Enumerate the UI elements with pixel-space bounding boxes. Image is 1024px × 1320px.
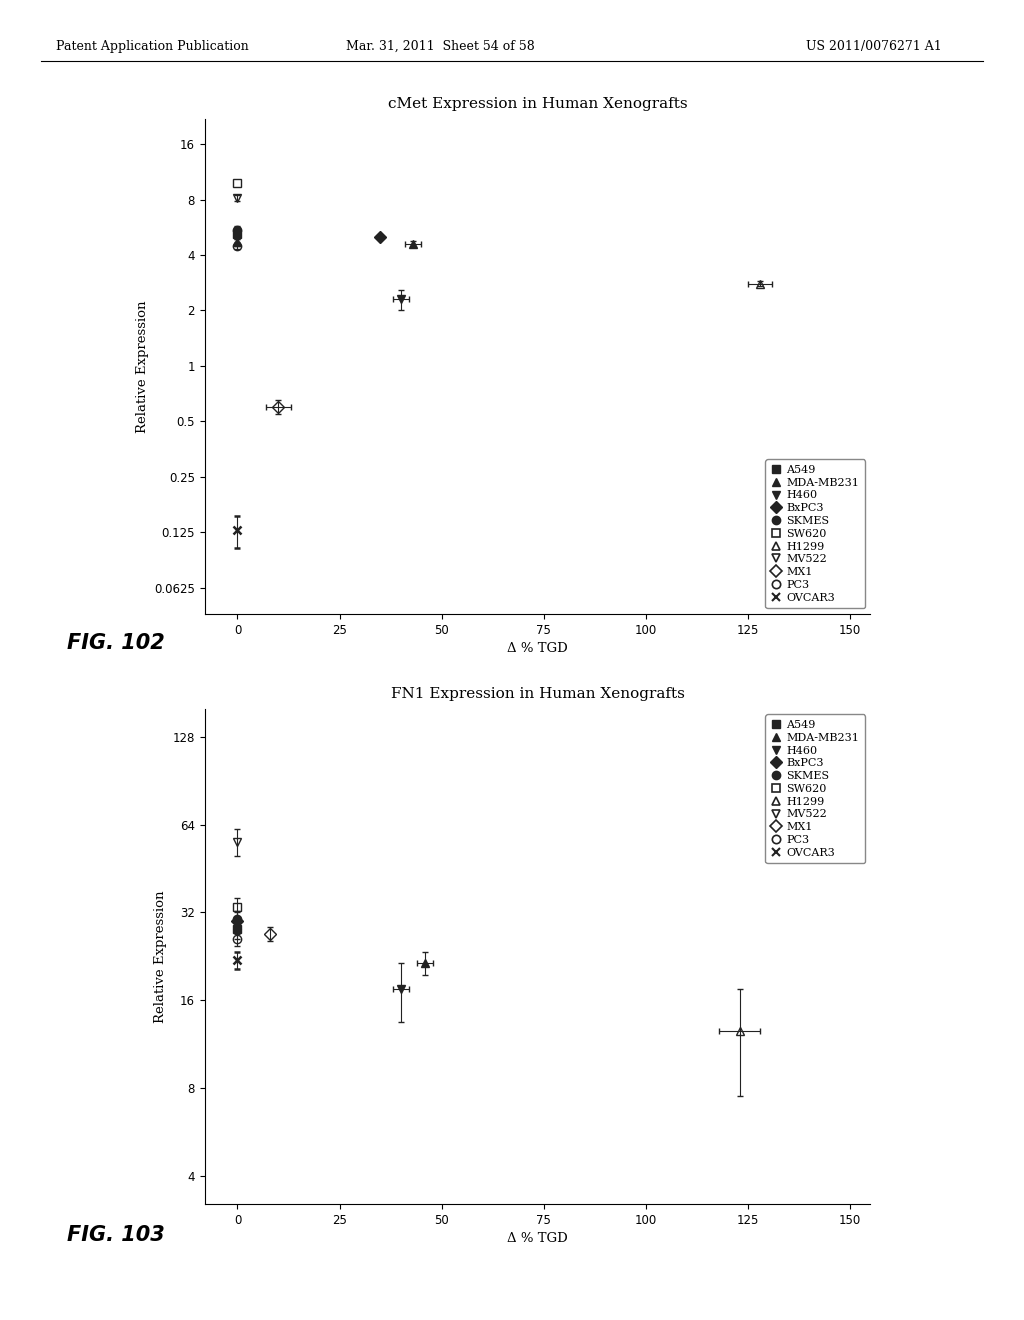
Title: cMet Expression in Human Xenografts: cMet Expression in Human Xenografts: [388, 96, 687, 111]
X-axis label: Δ % TGD: Δ % TGD: [507, 642, 568, 655]
Text: FIG. 103: FIG. 103: [67, 1225, 164, 1245]
Legend: A549, MDA-MB231, H460, BxPC3, SKMES, SW620, H1299, MV522, MX1, PC3, OVCAR3: A549, MDA-MB231, H460, BxPC3, SKMES, SW6…: [765, 714, 865, 863]
Text: Patent Application Publication: Patent Application Publication: [56, 40, 249, 53]
Y-axis label: Relative Expression: Relative Expression: [135, 300, 148, 433]
Y-axis label: Relative Expression: Relative Expression: [155, 890, 167, 1023]
X-axis label: Δ % TGD: Δ % TGD: [507, 1232, 568, 1245]
Text: Mar. 31, 2011  Sheet 54 of 58: Mar. 31, 2011 Sheet 54 of 58: [346, 40, 535, 53]
Legend: A549, MDA-MB231, H460, BxPC3, SKMES, SW620, H1299, MV522, MX1, PC3, OVCAR3: A549, MDA-MB231, H460, BxPC3, SKMES, SW6…: [765, 459, 865, 609]
Text: FIG. 102: FIG. 102: [67, 634, 164, 653]
Text: US 2011/0076271 A1: US 2011/0076271 A1: [806, 40, 942, 53]
Title: FN1 Expression in Human Xenografts: FN1 Expression in Human Xenografts: [391, 686, 684, 701]
